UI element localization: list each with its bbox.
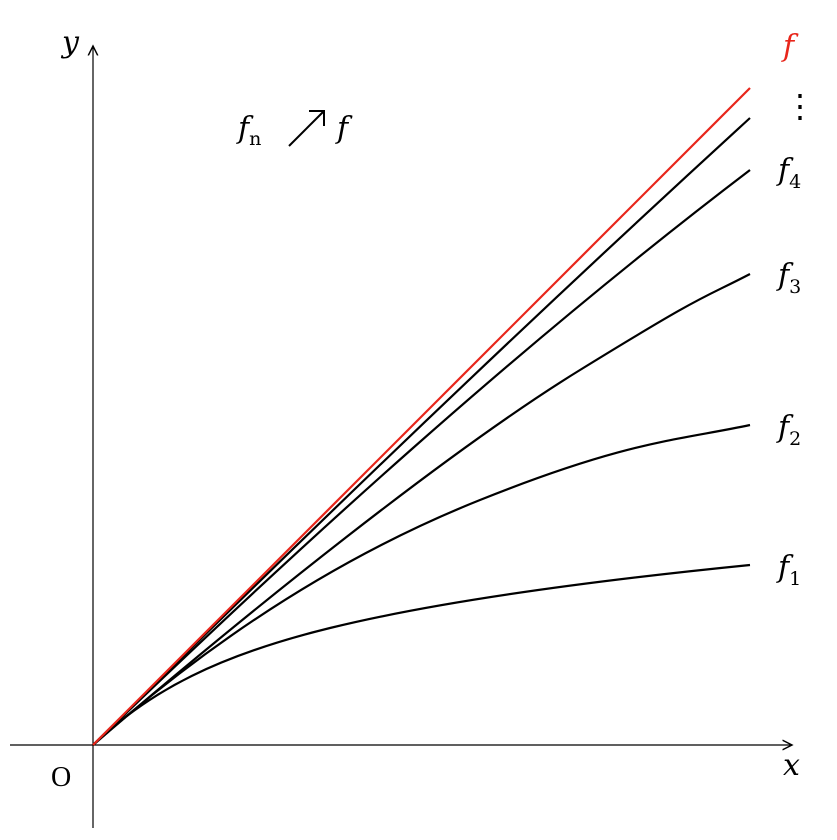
curve-f-limit — [92, 87, 751, 746]
curve-f4 — [92, 169, 751, 746]
label-f4: f4 — [776, 153, 801, 193]
annotation-f: f — [335, 111, 353, 146]
origin-label: O — [51, 762, 71, 793]
y-axis-label: y — [60, 25, 80, 60]
label-dots: ⋮ — [784, 88, 816, 124]
label-f3: f3 — [776, 258, 801, 298]
nearrow-icon — [288, 110, 325, 147]
annotation-fn: fn — [236, 111, 261, 150]
curve-f3 — [92, 273, 751, 746]
x-axis-label: x — [783, 748, 800, 783]
label-f: f — [781, 29, 799, 64]
curve-f2 — [92, 423, 751, 746]
label-f1: f1 — [776, 550, 801, 590]
curve-f1 — [92, 563, 751, 746]
label-f2: f2 — [776, 410, 801, 450]
